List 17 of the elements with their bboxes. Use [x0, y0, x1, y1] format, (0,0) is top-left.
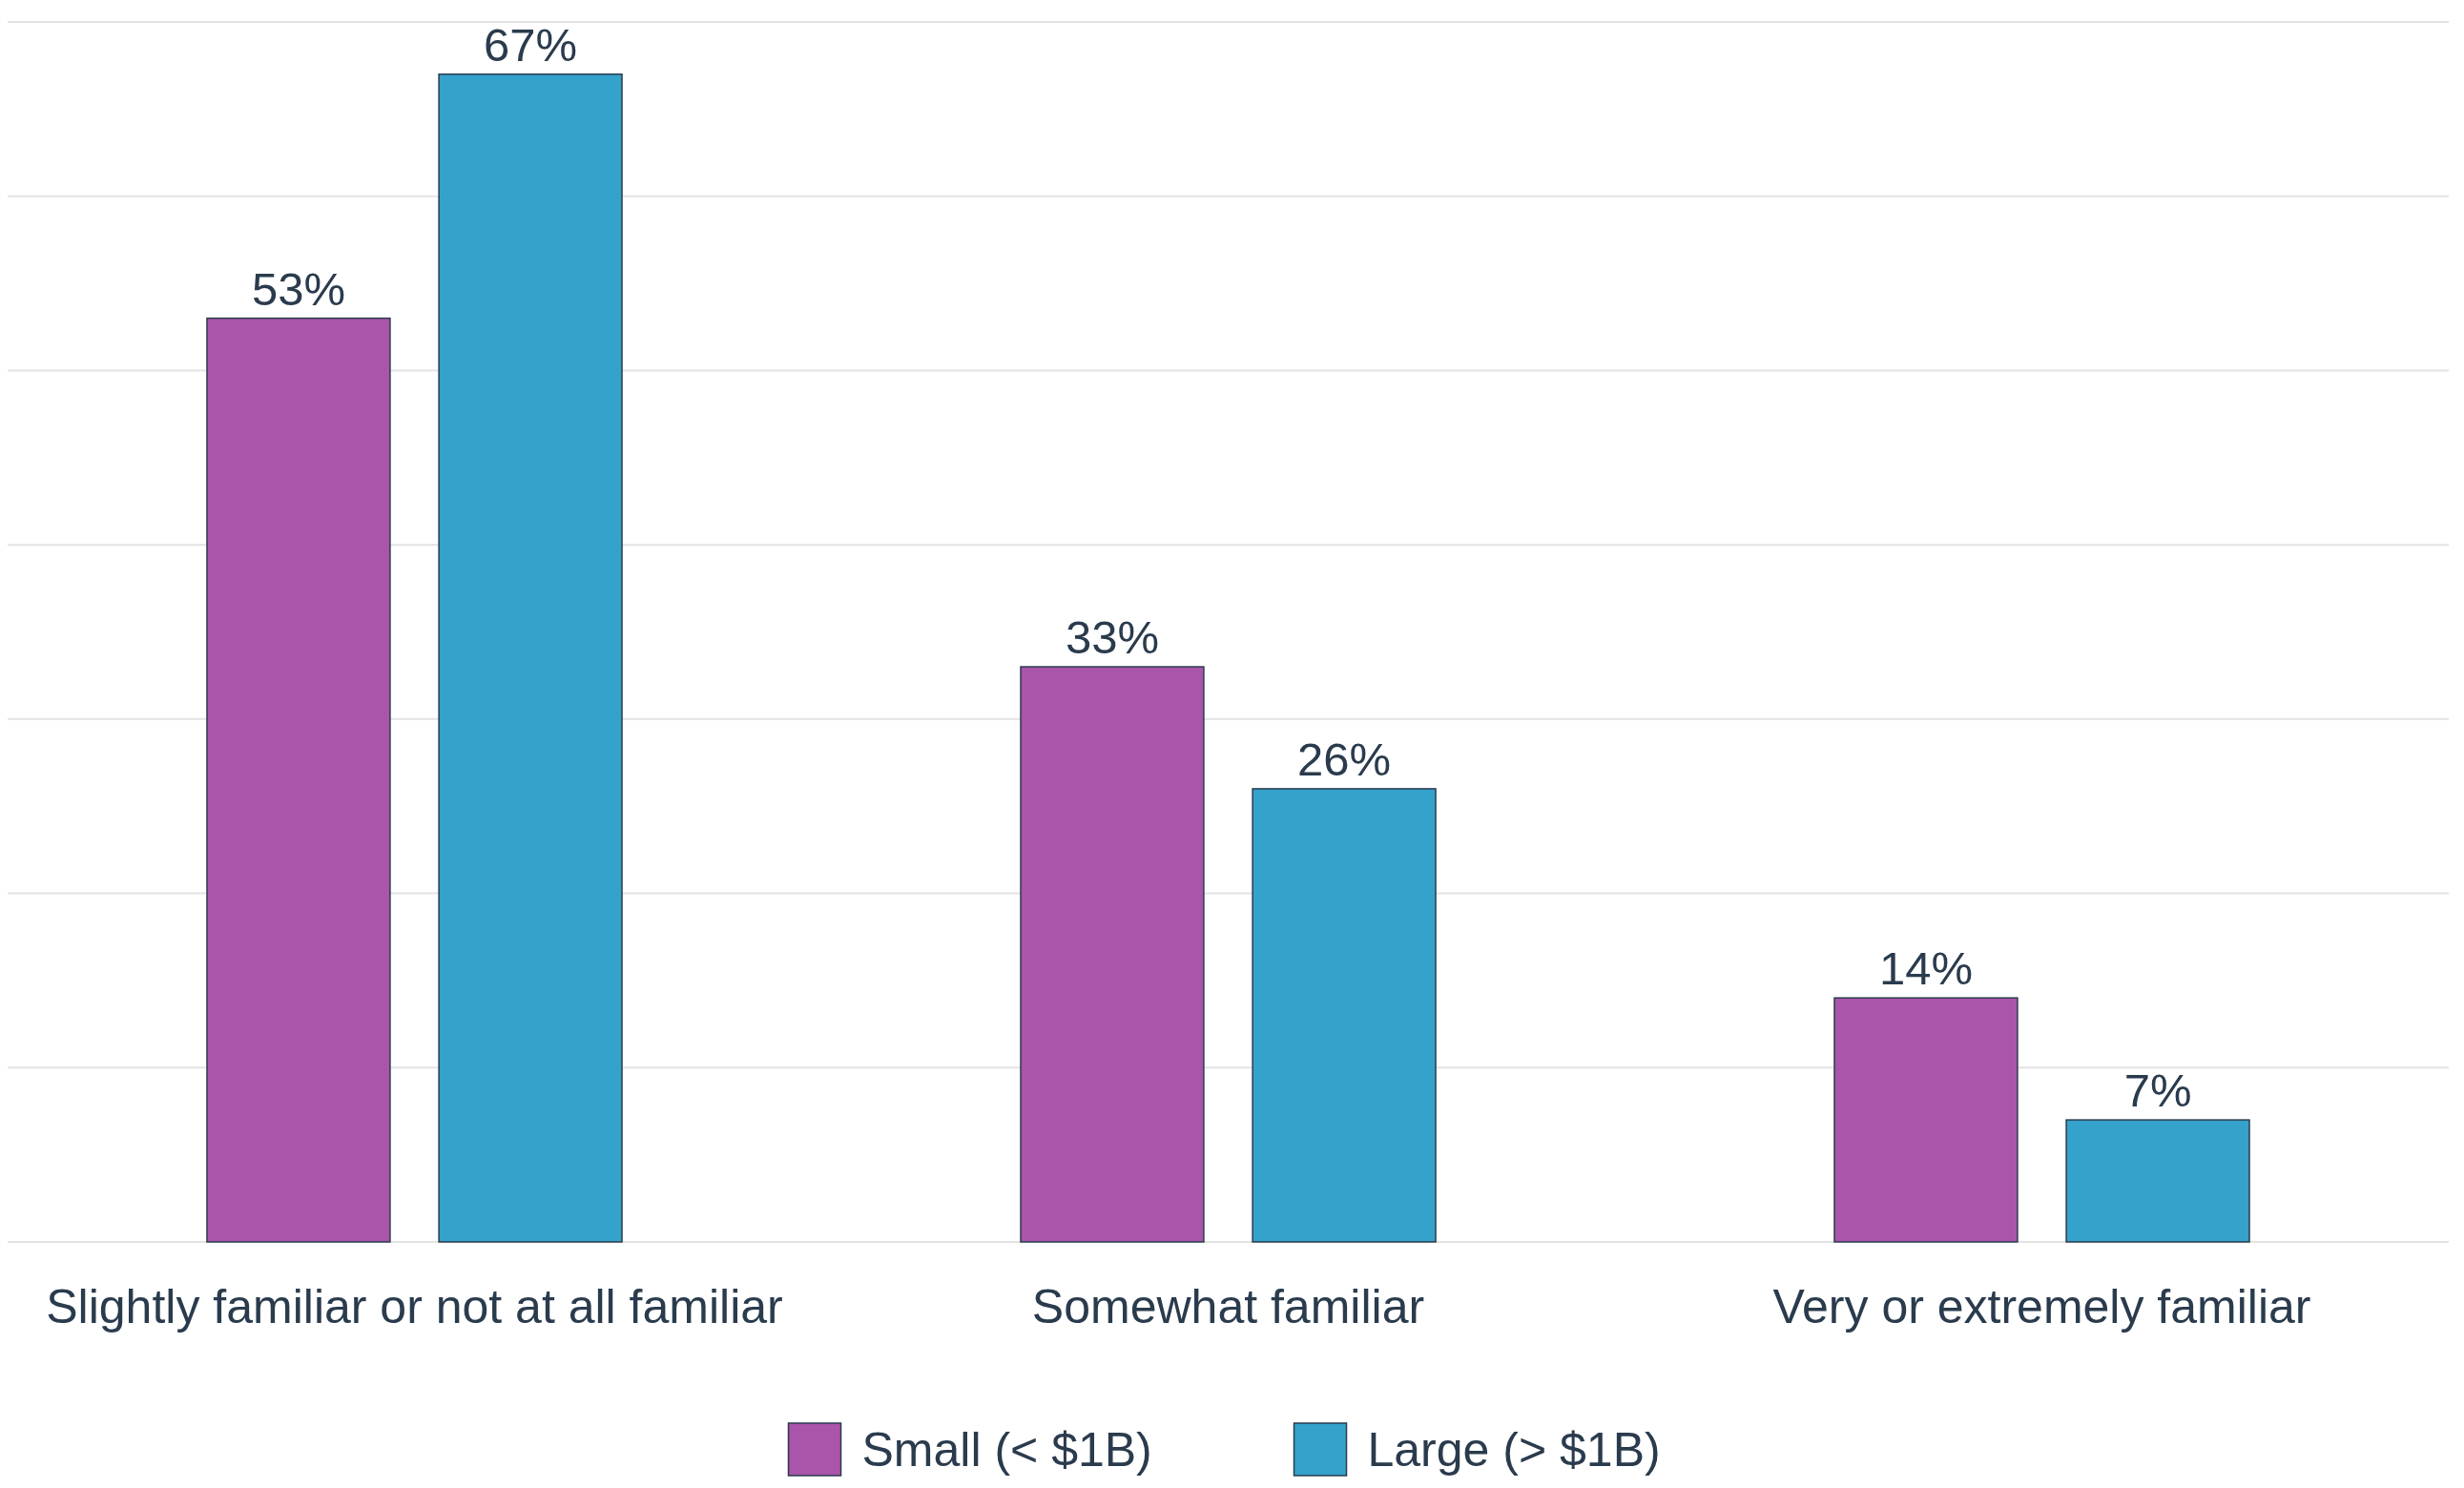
- data-label: 26%: [1297, 733, 1392, 785]
- x-tick-label: Somewhat familiar: [1031, 1280, 1425, 1333]
- data-label: 7%: [2123, 1064, 2192, 1117]
- data-label: 67%: [484, 18, 578, 71]
- data-label: 33%: [1065, 611, 1159, 664]
- x-tick-label: Very or extremely familiar: [1772, 1280, 2311, 1333]
- bar: [1252, 788, 1437, 1243]
- bar: [2065, 1119, 2250, 1243]
- data-label: 53%: [251, 262, 345, 315]
- bar: [1833, 997, 2019, 1243]
- x-tick-label: Slightly familiar or not at all familiar: [46, 1280, 783, 1333]
- bar: [1020, 666, 1205, 1243]
- bar: [438, 73, 623, 1243]
- bar: [206, 317, 391, 1243]
- legend-label: Large (> $1B): [1367, 1423, 1661, 1477]
- data-label: 14%: [1878, 942, 1973, 995]
- legend-label: Small (< $1B): [861, 1423, 1152, 1477]
